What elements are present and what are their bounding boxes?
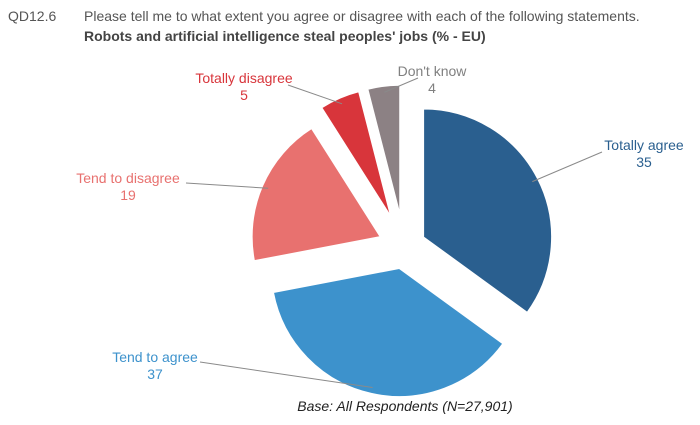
leader-line <box>532 151 603 183</box>
slice-label: Totally agree <box>604 137 684 153</box>
question-text: Please tell me to what extent you agree … <box>84 8 640 24</box>
slice-value-label: 5 <box>240 87 248 103</box>
chart-subtitle: Robots and artificial intelligence steal… <box>84 28 486 44</box>
slice-value-label: 19 <box>120 187 136 203</box>
slice-value-label: 4 <box>428 80 436 96</box>
pie-slice-tend-to-disagree <box>251 127 381 262</box>
slice-label: Totally disagree <box>195 70 292 86</box>
leader-line <box>287 84 343 105</box>
slice-value-label: 37 <box>147 366 163 382</box>
leader-line <box>199 361 373 389</box>
pie-slice-totally-agree <box>423 108 553 313</box>
slice-label: Don't know <box>398 63 468 79</box>
base-note: Base: All Respondents (N=27,901) <box>297 398 513 414</box>
leader-line <box>384 77 419 93</box>
slice-label: Tend to agree <box>112 349 198 365</box>
question-code: QD12.6 <box>8 8 57 24</box>
slice-value-label: 35 <box>636 154 652 170</box>
leader-line <box>185 182 269 189</box>
pie-slice-tend-to-agree <box>272 267 504 397</box>
slice-label: Tend to disagree <box>76 170 180 186</box>
pie-slice-totally-disagree <box>321 91 391 217</box>
